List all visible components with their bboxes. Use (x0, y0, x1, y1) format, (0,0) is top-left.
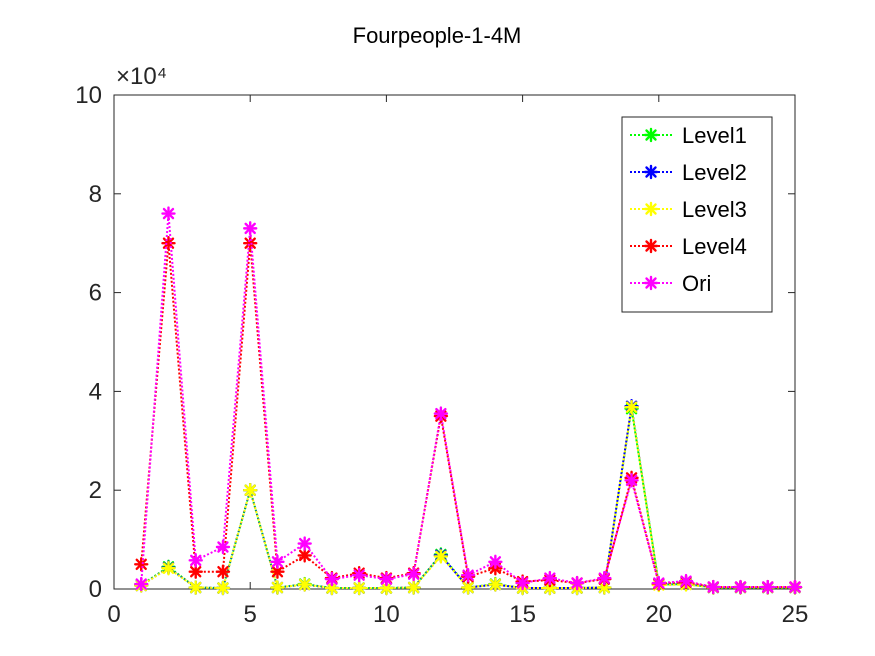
data-point (488, 577, 503, 592)
data-point (188, 580, 203, 595)
legend-label: Level1 (682, 123, 747, 148)
series-ori (134, 206, 803, 595)
data-point (215, 564, 231, 579)
chart-title: Fourpeople-1-4M (353, 23, 522, 48)
data-point (215, 539, 231, 555)
data-point (297, 536, 312, 551)
data-point (651, 575, 666, 591)
data-point (515, 575, 530, 591)
data-point (297, 548, 312, 563)
data-point (161, 235, 176, 251)
data-point (188, 564, 203, 579)
data-point (134, 576, 149, 592)
y-axis-exponent-label: ×10⁴ (116, 63, 167, 90)
y-tick-label: 10 (75, 82, 102, 109)
y-tick-label: 2 (89, 477, 102, 504)
data-point (624, 473, 639, 488)
data-point (215, 580, 231, 596)
x-tick-label: 10 (373, 601, 400, 628)
x-tick-label: 0 (107, 601, 120, 628)
legend-item-level1: Level1 (630, 123, 747, 148)
legend-marker (643, 127, 659, 143)
data-point (161, 561, 176, 576)
data-point (597, 570, 612, 586)
legend-label: Ori (682, 271, 711, 296)
data-point (242, 235, 258, 251)
x-tick-label: 5 (244, 601, 257, 628)
x-tick-label: 25 (782, 601, 809, 628)
y-tick-label: 4 (89, 378, 102, 405)
data-point (324, 571, 340, 587)
data-point (324, 580, 340, 596)
x-axis: 0 5 10 15 20 25 (107, 95, 808, 628)
legend-marker (643, 275, 659, 291)
data-point (270, 580, 285, 595)
data-point (433, 406, 449, 421)
legend-marker (643, 201, 659, 217)
legend-item-level4: Level4 (630, 234, 747, 259)
data-point (460, 567, 476, 583)
data-point (242, 221, 258, 236)
data-point (678, 573, 694, 589)
legend-marker (643, 238, 659, 254)
data-point (188, 553, 203, 568)
data-point (542, 570, 558, 586)
data-point (270, 554, 285, 570)
x-tick-label: 15 (509, 601, 536, 628)
legend-item-level3: Level3 (630, 197, 747, 222)
y-tick-label: 6 (89, 280, 102, 307)
data-point (351, 580, 367, 596)
data-point (134, 557, 149, 572)
legend-label: Level3 (682, 197, 747, 222)
data-point (406, 566, 421, 582)
data-point (733, 579, 748, 595)
legend-item-ori: Ori (630, 271, 711, 296)
legend-item-level2: Level2 (630, 160, 747, 185)
data-point (242, 483, 258, 498)
data-point (379, 571, 394, 587)
series-layer (134, 206, 803, 596)
data-point (569, 575, 585, 591)
data-point (488, 554, 503, 570)
data-point (351, 567, 367, 583)
y-tick-label: 8 (89, 181, 102, 208)
legend-marker (643, 164, 659, 180)
x-tick-label: 20 (645, 601, 672, 628)
data-point (406, 580, 421, 595)
legend-label: Level4 (682, 234, 747, 259)
data-point (787, 579, 803, 595)
y-tick-label: 0 (89, 576, 102, 603)
data-point (297, 577, 312, 592)
data-point (706, 579, 721, 595)
data-point (624, 400, 639, 415)
legend: Level1 Level2 Level3 Level4 Ori (621, 116, 773, 313)
data-point (760, 579, 775, 595)
y-axis: 0 2 4 6 8 10 (75, 82, 795, 603)
data-point (161, 206, 176, 221)
legend-label: Level2 (682, 160, 747, 185)
data-point (433, 549, 449, 564)
